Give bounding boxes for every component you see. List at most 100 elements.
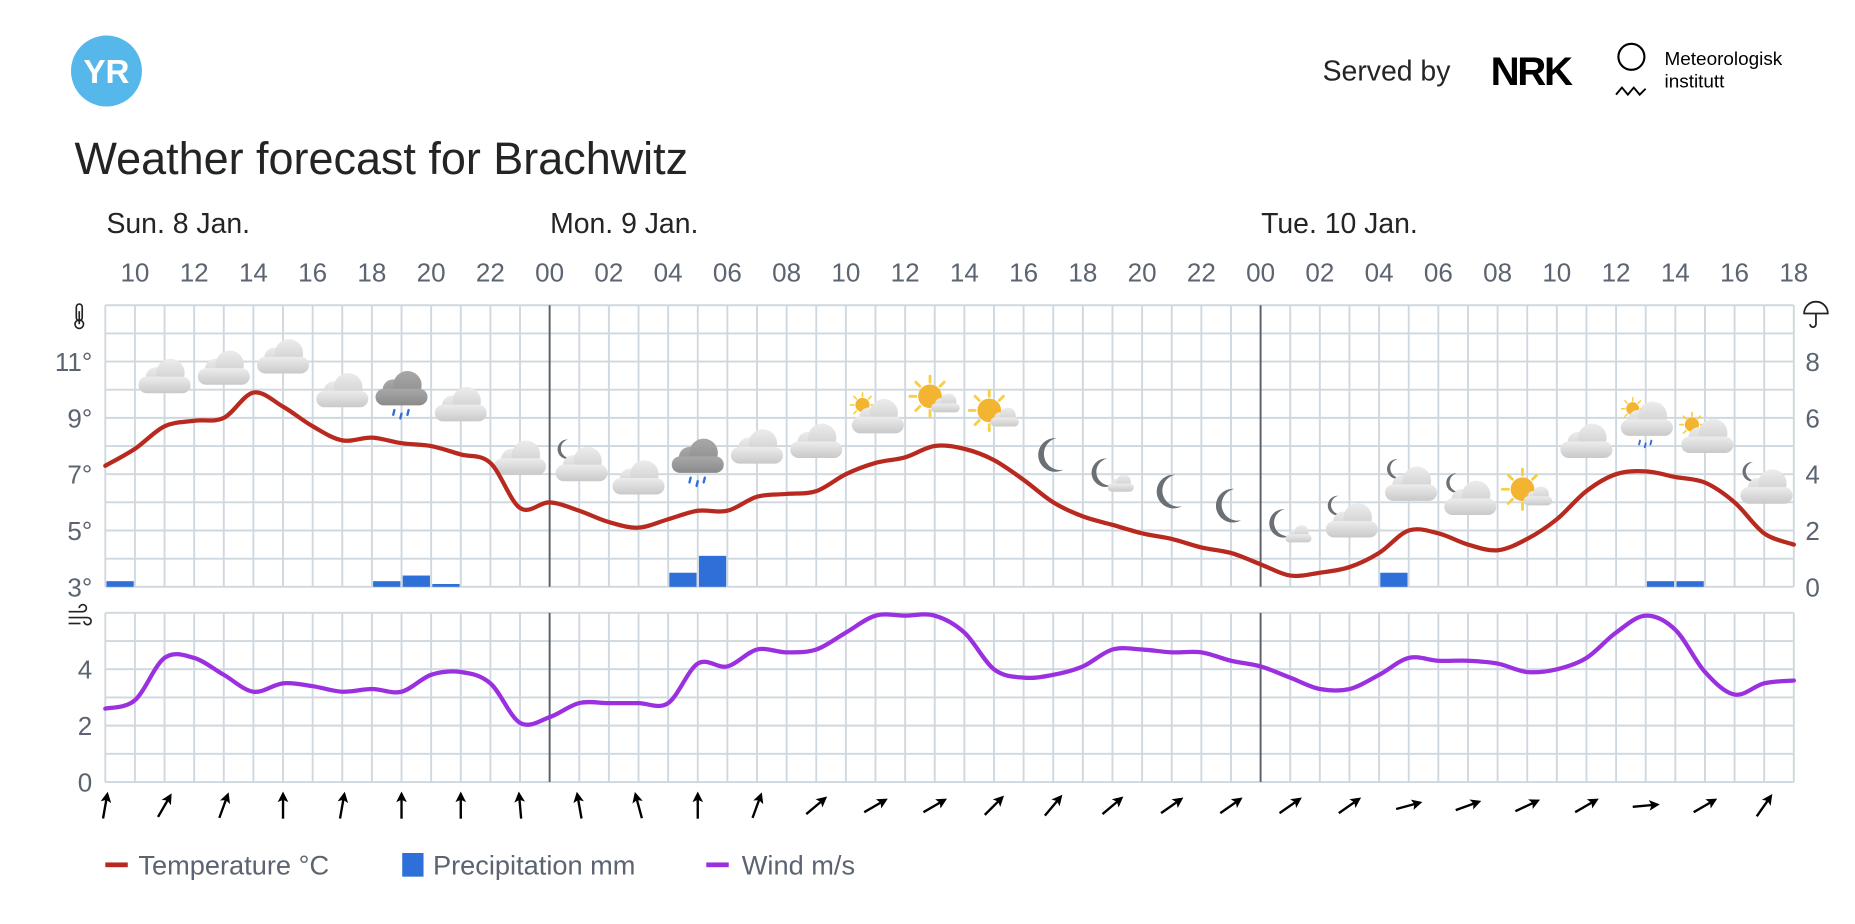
hour-label: 16 <box>1009 258 1038 288</box>
hour-label: 08 <box>1483 258 1512 288</box>
hour-label: 16 <box>298 258 327 288</box>
temperature-line <box>103 390 1796 579</box>
wind-line <box>103 612 1796 727</box>
legend-item-wind[interactable]: Wind m/s <box>706 849 855 880</box>
day-label-tue: Tue. 10 Jan. <box>1261 208 1418 240</box>
temperature-tick-label: 11° <box>55 347 92 377</box>
hour-label: 20 <box>1128 258 1157 288</box>
page-title: Weather forecast for Brachwitz <box>75 133 689 184</box>
wind-arrow-icon <box>1395 799 1423 811</box>
hour-label: 14 <box>950 258 979 288</box>
cloud-icon <box>197 350 250 385</box>
wind-arrow-icon <box>1101 796 1124 815</box>
hour-label: 10 <box>1542 258 1571 288</box>
cloud-icon <box>671 438 724 473</box>
cloudy-icon <box>434 387 487 422</box>
moon-icon <box>1156 474 1182 509</box>
hour-label: 02 <box>594 258 623 288</box>
cloudy-icon <box>790 423 843 458</box>
precipitation-bar <box>432 583 460 587</box>
temperature-tick-label: 5° <box>67 516 92 546</box>
wind-direction-arrows <box>100 791 1773 819</box>
wind-grid <box>104 611 1795 783</box>
hour-label: 02 <box>1305 258 1334 288</box>
legend-label-wind: Wind m/s <box>742 849 855 880</box>
partlycloudy-night-icon <box>1740 461 1793 504</box>
hour-label: 12 <box>891 258 920 288</box>
temperature-tick-label: 7° <box>67 460 92 490</box>
hour-axis-labels: 10 12 14 16 18 20 22 00 02 04 06 08 10 12 14 16 18 20 22 00… <box>120 258 1808 288</box>
partlycloudy-day-icon <box>849 392 904 434</box>
hour-label: 16 <box>1720 258 1749 288</box>
nrk-logo[interactable]: NRK <box>1491 49 1576 94</box>
precipitation-bar <box>1380 572 1408 587</box>
precipitation-bar <box>1646 581 1675 587</box>
cloudy-icon <box>257 339 310 374</box>
wind-arrow-icon <box>455 791 467 819</box>
wind-arrow-icon <box>157 793 172 818</box>
cloudy-icon <box>612 460 665 495</box>
hour-label: 06 <box>713 258 742 288</box>
cloud-icon <box>612 460 665 495</box>
hour-label: 18 <box>357 258 386 288</box>
met-logo-wave <box>1615 86 1647 97</box>
hour-label: 22 <box>1187 258 1216 288</box>
partlycloudy-night-icon <box>1385 459 1438 501</box>
precipitation-tick-label: 8 <box>1805 347 1819 377</box>
legend-item-temperature[interactable]: Temperature °C <box>105 849 329 880</box>
precipitation-bar <box>373 581 401 587</box>
moon-icon <box>1269 509 1291 538</box>
wind-arrow-icon <box>1043 794 1063 817</box>
served-by-label: Served by <box>1323 55 1452 87</box>
cloud-icon <box>790 423 843 458</box>
met-logo-circle <box>1617 42 1646 71</box>
hour-label: 10 <box>120 258 149 288</box>
wind-arrow-icon <box>1219 797 1243 815</box>
partlycloudy-night-icon <box>1444 473 1497 515</box>
legend: Temperature °C Precipitation mm Wind m/s <box>105 849 855 880</box>
cloud-icon <box>1560 423 1613 458</box>
axis-tick-labels: 11° 9° 7° 5° 3° 8 6 4 2 0 4 2 0 <box>55 347 1820 797</box>
legend-label-precipitation: Precipitation mm <box>433 849 635 880</box>
hour-label: 00 <box>535 258 564 288</box>
cloud-icon <box>316 372 369 408</box>
wind-arrow-icon <box>1514 799 1541 813</box>
precipitation-bar <box>669 572 697 587</box>
wind-icon <box>68 603 92 626</box>
legend-item-precipitation[interactable]: Precipitation mm <box>402 849 635 880</box>
cloudy-icon <box>316 372 369 408</box>
wind-arrow-icon <box>277 791 289 819</box>
umbrella-icon <box>1803 300 1829 328</box>
hour-label: 10 <box>831 258 860 288</box>
hour-label: 04 <box>654 258 683 288</box>
legend-swatch-wind <box>706 862 729 868</box>
met-logo-line2: institutt <box>1665 72 1726 93</box>
day-label-sun: Sun. 8 Jan. <box>106 208 250 240</box>
met-institute-logo[interactable]: Meteorologisk institutt <box>1615 42 1783 97</box>
wind-arrow-icon <box>573 791 584 819</box>
wind-arrow-icon <box>751 792 764 819</box>
temperature-grid <box>104 304 1795 588</box>
moon-icon <box>1091 458 1113 487</box>
wind-arrow-icon <box>337 791 349 819</box>
temperature-tick-label: 9° <box>67 403 92 433</box>
cloud-icon <box>730 429 784 464</box>
wind-tick-label: 4 <box>78 655 92 685</box>
precipitation-bar <box>106 581 134 587</box>
wind-arrow-icon <box>396 791 407 819</box>
lightrainshowers-day-icon <box>1620 396 1673 449</box>
moon-icon <box>1215 488 1242 523</box>
wind-tick-label: 2 <box>78 711 92 741</box>
wind-arrow-icon <box>1574 798 1599 814</box>
yr-logo[interactable]: YR <box>70 35 142 107</box>
legend-swatch-temperature <box>105 862 128 868</box>
cloud-icon <box>1444 480 1497 515</box>
wind-arrow-icon <box>1338 797 1362 815</box>
met-logo-line1: Meteorologisk <box>1665 49 1783 70</box>
legend-label-temperature: Temperature °C <box>138 849 329 880</box>
precipitation-tick-label: 4 <box>1805 460 1819 490</box>
hour-label: 08 <box>772 258 801 288</box>
hour-label: 14 <box>1661 258 1690 288</box>
cloud-icon <box>257 339 310 374</box>
